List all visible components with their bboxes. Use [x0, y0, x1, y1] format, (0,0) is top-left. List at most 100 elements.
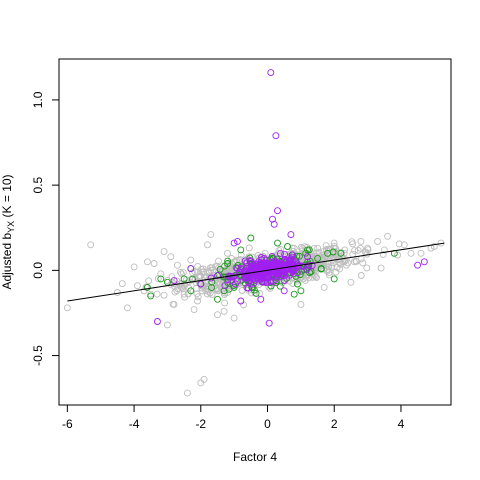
data-point: [284, 269, 292, 277]
data-point: [363, 264, 371, 272]
data-point: [202, 287, 210, 295]
data-point: [294, 280, 301, 288]
data-point: [274, 207, 281, 215]
data-point: [157, 270, 165, 278]
data-point: [237, 246, 245, 254]
data-point: [180, 275, 188, 283]
data-point: [304, 253, 311, 261]
data-point: [329, 252, 337, 260]
data-point: [267, 282, 275, 290]
data-point: [269, 278, 277, 286]
data-point: [430, 243, 438, 250]
data-point: [224, 249, 231, 257]
data-point: [160, 291, 168, 299]
series-0: [63, 231, 445, 397]
data-point: [233, 265, 241, 272]
data-point: [207, 231, 215, 239]
data-point: [123, 304, 131, 312]
y-axis-label: Adjusted bYX (K = 10): [0, 174, 16, 289]
data-point: [288, 251, 296, 259]
data-point: [214, 295, 221, 303]
data-point: [214, 311, 221, 319]
data-point: [227, 277, 235, 285]
data-point: [200, 375, 208, 383]
data-point: [252, 289, 260, 297]
data-point: [295, 252, 303, 260]
data-point: [257, 270, 265, 278]
data-point: [245, 253, 253, 261]
data-point: [330, 275, 338, 283]
data-point: [289, 280, 297, 287]
y-tick-label: -0.5: [31, 345, 45, 366]
data-point: [221, 282, 229, 290]
data-point: [364, 244, 372, 252]
data-point: [293, 252, 301, 260]
data-point: [310, 244, 318, 252]
data-point: [277, 249, 284, 257]
data-point: [187, 287, 195, 295]
data-point: [257, 274, 265, 282]
data-point: [220, 287, 228, 295]
data-point: [414, 261, 422, 269]
data-point: [234, 277, 241, 285]
data-point: [214, 278, 222, 286]
y-axis-label-main: Adjusted b: [0, 233, 14, 290]
data-point: [145, 277, 153, 285]
fit-line: [67, 242, 445, 302]
data-point: [395, 240, 403, 248]
data-point: [247, 259, 255, 267]
data-point: [340, 249, 348, 257]
x-tick-label: -6: [62, 417, 73, 431]
data-point: [63, 304, 71, 312]
data-point: [187, 256, 195, 264]
data-point: [379, 251, 387, 259]
data-point: [168, 273, 176, 281]
data-point: [250, 286, 258, 294]
points-layer: [63, 69, 445, 397]
data-point: [266, 261, 274, 269]
data-point: [147, 292, 155, 300]
data-point: [287, 255, 295, 263]
data-point: [270, 220, 278, 228]
data-point: [208, 284, 215, 292]
data-point: [157, 275, 165, 283]
data-point: [374, 237, 382, 245]
data-point: [320, 283, 328, 291]
data-point: [384, 232, 392, 240]
data-point: [198, 268, 206, 276]
data-point: [347, 278, 355, 286]
x-tick-label: -2: [195, 417, 206, 431]
data-point: [261, 249, 269, 257]
data-point: [351, 247, 358, 255]
data-point: [341, 246, 349, 254]
data-point: [215, 257, 222, 265]
data-point: [313, 253, 321, 261]
data-point: [280, 287, 288, 295]
data-point: [265, 319, 273, 327]
x-tick-label: -4: [129, 417, 140, 431]
data-point: [257, 253, 265, 261]
data-point: [87, 241, 95, 249]
data-point: [417, 249, 425, 257]
data-point: [133, 282, 141, 290]
data-point: [292, 258, 300, 266]
data-point: [237, 297, 245, 305]
data-point: [234, 237, 241, 245]
data-point: [356, 244, 364, 252]
data-point: [274, 239, 281, 247]
data-point: [317, 265, 325, 273]
data-point: [173, 261, 181, 269]
x-tick-label: 4: [398, 417, 405, 431]
data-point: [130, 263, 138, 271]
data-point: [193, 290, 201, 298]
data-point: [220, 307, 228, 315]
data-point: [247, 234, 255, 242]
data-point: [230, 283, 238, 291]
data-point: [322, 242, 330, 250]
data-point: [187, 265, 195, 273]
data-point: [299, 244, 306, 252]
data-point: [311, 255, 319, 263]
data-point: [314, 244, 322, 252]
data-point: [268, 252, 276, 260]
x-axis-label: Factor 4: [233, 450, 277, 464]
